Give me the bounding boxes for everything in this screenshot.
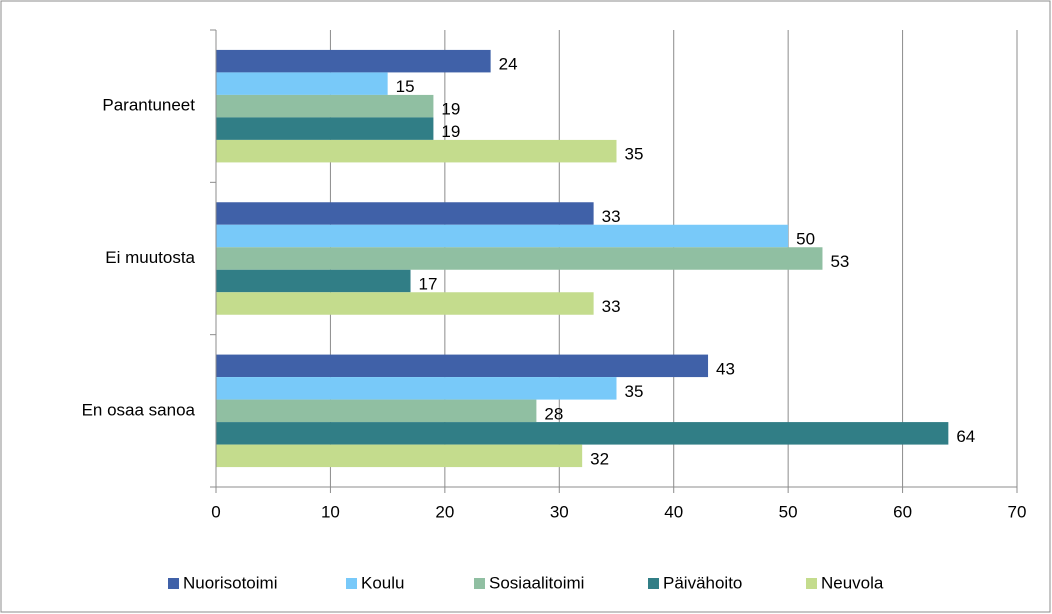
bar [216,224,789,248]
value-label: 50 [796,229,815,248]
legend-label: Sosiaalitoimi [489,573,584,592]
bar [216,354,709,378]
x-tick-label: 50 [779,502,798,521]
bar [216,202,594,225]
value-label: 24 [499,55,518,74]
bar [216,94,434,118]
value-label: 19 [441,122,460,141]
bar [216,399,537,423]
x-tick-label: 60 [893,502,912,521]
bar [216,444,583,468]
bar [216,117,434,140]
bar [216,49,491,73]
y-tick-label: Parantuneet [102,96,195,115]
bar [216,247,823,270]
value-label: 32 [590,449,609,468]
bar [216,139,617,163]
legend-swatch [806,578,817,589]
value-label: 35 [625,382,644,401]
value-label: 53 [830,252,849,271]
value-label: 33 [602,207,621,226]
value-label: 28 [544,404,563,423]
x-tick-label: 20 [435,502,454,521]
value-label: 15 [396,77,415,96]
value-label: 33 [602,297,621,316]
y-tick-label: En osaa sanoa [82,400,196,419]
legend-swatch [346,578,357,589]
bar [216,377,617,400]
legend-label: Koulu [361,573,404,592]
x-tick-label: 30 [550,502,569,521]
bar [216,72,388,95]
bar [216,269,411,293]
value-label: 19 [441,100,460,119]
value-label: 17 [419,274,438,293]
legend-label: Päivähoito [663,573,742,592]
value-label: 64 [956,427,975,446]
x-tick-label: 40 [664,502,683,521]
value-label: 43 [716,359,735,378]
x-tick-label: 10 [321,502,340,521]
x-tick-label: 0 [211,502,220,521]
bar [216,292,594,315]
y-tick-label: Ei muutosta [105,248,195,267]
legend-swatch [168,578,179,589]
legend-label: Nuorisotoimi [183,573,277,592]
legend-swatch [474,578,485,589]
x-tick-label: 70 [1008,502,1027,521]
legend-label: Neuvola [821,573,884,592]
bar [216,422,949,445]
value-label: 35 [625,145,644,164]
legend-swatch [648,578,659,589]
